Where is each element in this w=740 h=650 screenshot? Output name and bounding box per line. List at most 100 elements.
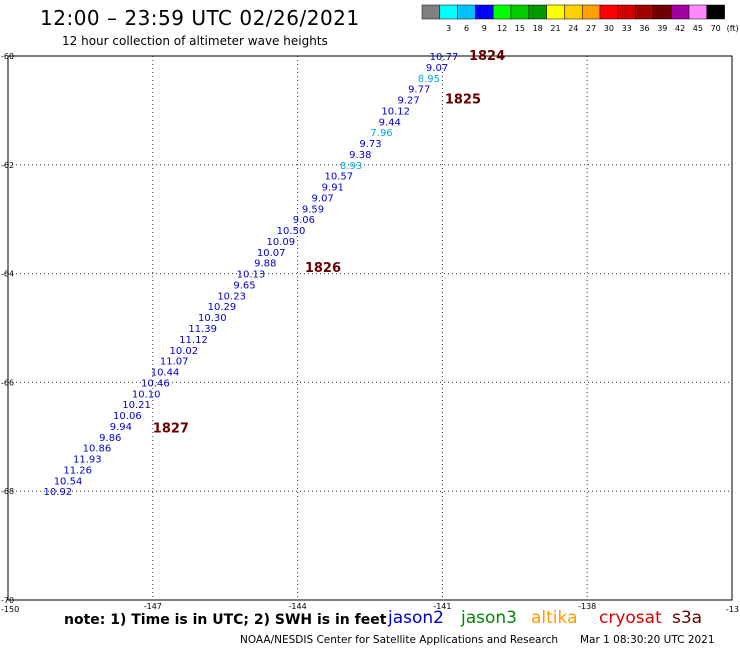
colorbar-swatch (581, 4, 601, 20)
swh-value: 7.96 (370, 128, 392, 139)
colorbar-swatch (510, 4, 530, 20)
swh-value: 9.73 (359, 139, 381, 150)
swh-value: 11.26 (63, 465, 92, 476)
colorbar-label: 70 (711, 24, 721, 33)
colorbar-swatch (475, 4, 494, 20)
swh-value: 10.06 (113, 411, 142, 422)
colorbar-swatch (599, 4, 619, 20)
y-tick-label: -62 (1, 161, 14, 170)
colorbar-label: 12 (497, 24, 507, 33)
swh-value: 9.65 (233, 280, 255, 291)
swh-value: 11.12 (179, 335, 208, 346)
colorbar-label: 21 (550, 24, 560, 33)
chart-subtitle: 12 hour collection of altimeter wave hei… (62, 34, 328, 48)
time-label: 1824 (469, 49, 505, 64)
y-tick-label: -66 (1, 378, 14, 387)
colorbar-swatch (528, 4, 547, 20)
colorbar-swatch (546, 4, 565, 20)
swh-value: 9.06 (293, 215, 315, 226)
time-labels: 1824 1825 1826 1827 (153, 49, 505, 437)
satellite-legend-s3a: s3a (672, 608, 703, 628)
x-tick-label: -147 (144, 602, 162, 611)
x-tick-label: -144 (289, 602, 307, 611)
swh-value: 9.07 (426, 63, 448, 74)
swh-value: 8.93 (340, 161, 362, 172)
colorbar-swatch (635, 4, 654, 20)
colorbar-swatch (688, 4, 708, 20)
colorbar-swatch (492, 4, 512, 20)
swh-value: 10.54 (54, 476, 83, 487)
colorbar-label: 18 (533, 24, 543, 33)
colorbar-swatch (457, 4, 476, 20)
note-text: note: 1) Time is in UTC; 2) SWH is in fe… (64, 612, 387, 628)
colorbar-label: 39 (657, 24, 667, 33)
swh-value: 10.07 (257, 248, 286, 259)
colorbar-label: 33 (622, 24, 632, 33)
swh-value: 10.86 (83, 444, 112, 455)
satellite-legend-jason3: jason3 (461, 608, 517, 628)
swh-value: 9.88 (254, 259, 276, 270)
swh-value: 10.10 (132, 389, 161, 400)
colorbar-swatch (653, 4, 672, 20)
swh-value: 10.46 (141, 378, 170, 389)
swh-value: 9.86 (99, 433, 121, 444)
x-tick-label: -141 (433, 602, 451, 611)
swh-value: 10.30 (198, 313, 227, 324)
y-tick-label: -64 (1, 270, 14, 279)
swh-labels: 10.779.078.959.779.2710.129.447.969.739.… (44, 52, 459, 498)
y-tick-label: -60 (1, 52, 14, 61)
swh-value: 9.27 (397, 96, 419, 107)
swh-value: 10.23 (217, 291, 246, 302)
y-tick-label: -68 (1, 487, 14, 496)
swh-value: 10.77 (430, 52, 459, 63)
colorbar-swatch (564, 4, 583, 20)
x-tick-label: -138 (578, 602, 596, 611)
satellite-legend-cryosat: cryosat (599, 608, 662, 628)
grid-lines (8, 56, 732, 600)
swh-value: 9.59 (302, 204, 324, 215)
footer-credit: NOAA/NESDIS Center for Satellite Applica… (240, 634, 558, 646)
colorbar-unit: (ft) (727, 24, 739, 33)
colorbar-label: 24 (568, 24, 578, 33)
chart-title: 12:00 – 23:59 UTC 02/26/2021 (40, 6, 360, 30)
colorbar: 3 6 9 12 15 18 21 24 27 30 33 36 39 42 45 70 (ft) (421, 4, 739, 33)
colorbar-label: 30 (604, 24, 614, 33)
colorbar-swatch (421, 4, 441, 20)
colorbar-label: 45 (693, 24, 703, 33)
satellite-legend-altika: altika (531, 608, 578, 628)
time-label: 1825 (445, 93, 481, 108)
swh-value: 11.07 (160, 357, 189, 368)
colorbar-label: 9 (482, 24, 487, 33)
colorbar-label: 15 (515, 24, 525, 33)
colorbar-swatch (670, 4, 690, 20)
swh-value: 10.09 (267, 237, 296, 248)
swh-value: 10.44 (151, 368, 180, 379)
swh-value: 10.02 (170, 346, 199, 357)
swh-value: 9.94 (110, 422, 132, 433)
swh-value: 10.92 (44, 487, 73, 498)
swh-value: 9.44 (379, 117, 401, 128)
colorbar-swatch (617, 4, 636, 20)
swh-value: 11.39 (188, 324, 217, 335)
swh-value: 10.57 (324, 172, 353, 183)
satellite-legend-jason2: jason2 (388, 608, 444, 628)
colorbar-label: 6 (464, 24, 469, 33)
swh-value: 9.91 (322, 183, 344, 194)
x-tick-label: -150 (1, 605, 19, 614)
swh-value: 10.21 (122, 400, 151, 411)
map-frame (7, 55, 733, 601)
y-tick-label: -70 (1, 596, 14, 605)
colorbar-label: 36 (639, 24, 649, 33)
time-label: 1826 (305, 261, 341, 276)
swh-value: 9.07 (312, 193, 334, 204)
swh-value: 10.29 (208, 302, 237, 313)
swh-value: 9.38 (349, 150, 371, 161)
swh-value: 10.50 (277, 226, 306, 237)
x-tick-label: -13 (726, 605, 739, 614)
colorbar-swatch (706, 4, 725, 20)
colorbar-swatch (439, 4, 458, 20)
swh-value: 11.93 (73, 455, 102, 466)
swh-value: 8.95 (418, 74, 440, 85)
axis-tick-labels: -60 -62 -64 -66 -68 -70-150 -147 -144 -141 -138 -1… (1, 52, 739, 614)
